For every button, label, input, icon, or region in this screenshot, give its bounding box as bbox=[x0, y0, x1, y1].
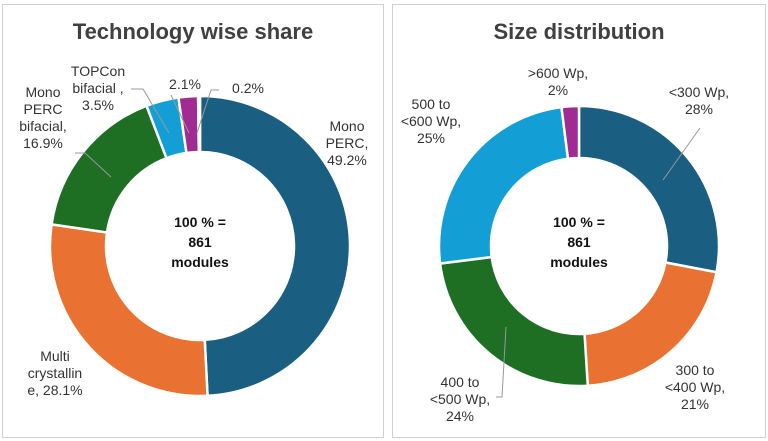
slice-label-line: 24% bbox=[446, 408, 474, 424]
slice-label-line: >600 Wp, bbox=[528, 65, 588, 81]
slice-label: >600 Wp, 2% bbox=[528, 65, 588, 98]
slice-label-line: 2.1% bbox=[169, 76, 201, 92]
center-text-line: 861 bbox=[567, 234, 591, 250]
donut-slice bbox=[438, 255, 590, 388]
slice-label-line: TOPCon bbox=[71, 63, 125, 79]
donut-slice bbox=[560, 104, 581, 161]
slice-label-line: <600 Wp, bbox=[401, 113, 461, 129]
center-total-label: 100 % = 861 modules bbox=[171, 214, 229, 270]
slice-label-line: PERC, bbox=[326, 135, 369, 151]
slice-label-line: <500 Wp, bbox=[430, 391, 490, 407]
leader-line bbox=[196, 89, 219, 134]
slice-label-line: <400 Wp, bbox=[665, 379, 725, 395]
center-text-line: 861 bbox=[188, 234, 212, 250]
slice-label-line: Multi bbox=[40, 348, 70, 364]
donut-slice bbox=[48, 222, 209, 398]
slice-label: 0.2% bbox=[232, 80, 264, 96]
slice-label: Multi crystallin e, 28.1% bbox=[27, 348, 82, 398]
leader-line bbox=[170, 94, 190, 134]
slice-label-line: crystallin bbox=[28, 365, 82, 381]
slice-label: 2.1% bbox=[169, 76, 201, 92]
donut-slice bbox=[198, 94, 352, 398]
slice-label-line: PERC bbox=[24, 101, 63, 117]
slice-label: 300 to <400 Wp, 21% bbox=[665, 362, 725, 412]
chart-title: Technology wise share bbox=[72, 19, 314, 44]
size-distribution-panel: Size distribution <300 Wp, 28% 300 to <400 … bbox=[392, 4, 766, 438]
size-donut-chart: <300 Wp, 28% 300 to <400 Wp, 21% 400 to <500 W… bbox=[401, 65, 729, 424]
slice-label-line: 400 to bbox=[441, 374, 480, 390]
center-text-line: modules bbox=[550, 254, 608, 270]
slice-label-line: 16.9% bbox=[23, 135, 63, 151]
slice-label-line: 49.2% bbox=[327, 152, 367, 168]
center-text-line: 100 % = bbox=[553, 214, 605, 230]
slice-label-line: bifacial, bbox=[19, 118, 66, 134]
technology-share-panel: Technology wise share Mono PERC, 49.2% Mult… bbox=[2, 4, 384, 438]
slice-label: TOPCon bifacial , 3.5% bbox=[71, 63, 125, 113]
slice-label: Mono PERC, 49.2% bbox=[326, 118, 369, 168]
slice-label-line: 300 to bbox=[676, 362, 715, 378]
slice-label-line: e, 28.1% bbox=[27, 382, 82, 398]
technology-donut-chart: Mono PERC, 49.2%Multi crystallin e, 28.1%Mon… bbox=[19, 63, 369, 398]
donut-slice bbox=[196, 94, 202, 154]
leader-line bbox=[662, 127, 701, 181]
slice-label-line: 3.5% bbox=[82, 97, 114, 113]
slice-label-line: 2% bbox=[548, 82, 568, 98]
donut-slice bbox=[577, 104, 721, 274]
slice-label: <300 Wp, 28% bbox=[669, 84, 729, 117]
leader-line bbox=[131, 88, 170, 134]
slice-label: 400 to <500 Wp, 24% bbox=[430, 374, 490, 424]
center-text-line: 100 % = bbox=[174, 214, 226, 230]
slice-label-line: 500 to bbox=[412, 96, 451, 112]
slice-label-line: 21% bbox=[681, 396, 709, 412]
center-total-label: 100 % = 861 modules bbox=[550, 214, 608, 270]
donut-slice bbox=[50, 104, 169, 234]
slice-label: Mono PERC bifacial, 16.9% bbox=[19, 84, 66, 151]
slice-label-line: <300 Wp, bbox=[669, 84, 729, 100]
slice-label: 500 to <600 Wp, 25% bbox=[401, 96, 461, 146]
slice-label-line: 25% bbox=[417, 130, 445, 146]
leader-line bbox=[75, 152, 112, 178]
leader-line bbox=[496, 326, 507, 398]
center-text-line: modules bbox=[171, 254, 229, 270]
chart-title: Size distribution bbox=[493, 19, 665, 44]
slice-label-line: 28% bbox=[685, 101, 713, 117]
slice-label-line: 0.2% bbox=[232, 80, 264, 96]
slice-label-line: Mono bbox=[25, 84, 60, 100]
slice-label-line: Mono bbox=[329, 118, 364, 134]
donut-slice bbox=[437, 105, 570, 265]
slice-label-line: bifacial , bbox=[72, 80, 123, 96]
